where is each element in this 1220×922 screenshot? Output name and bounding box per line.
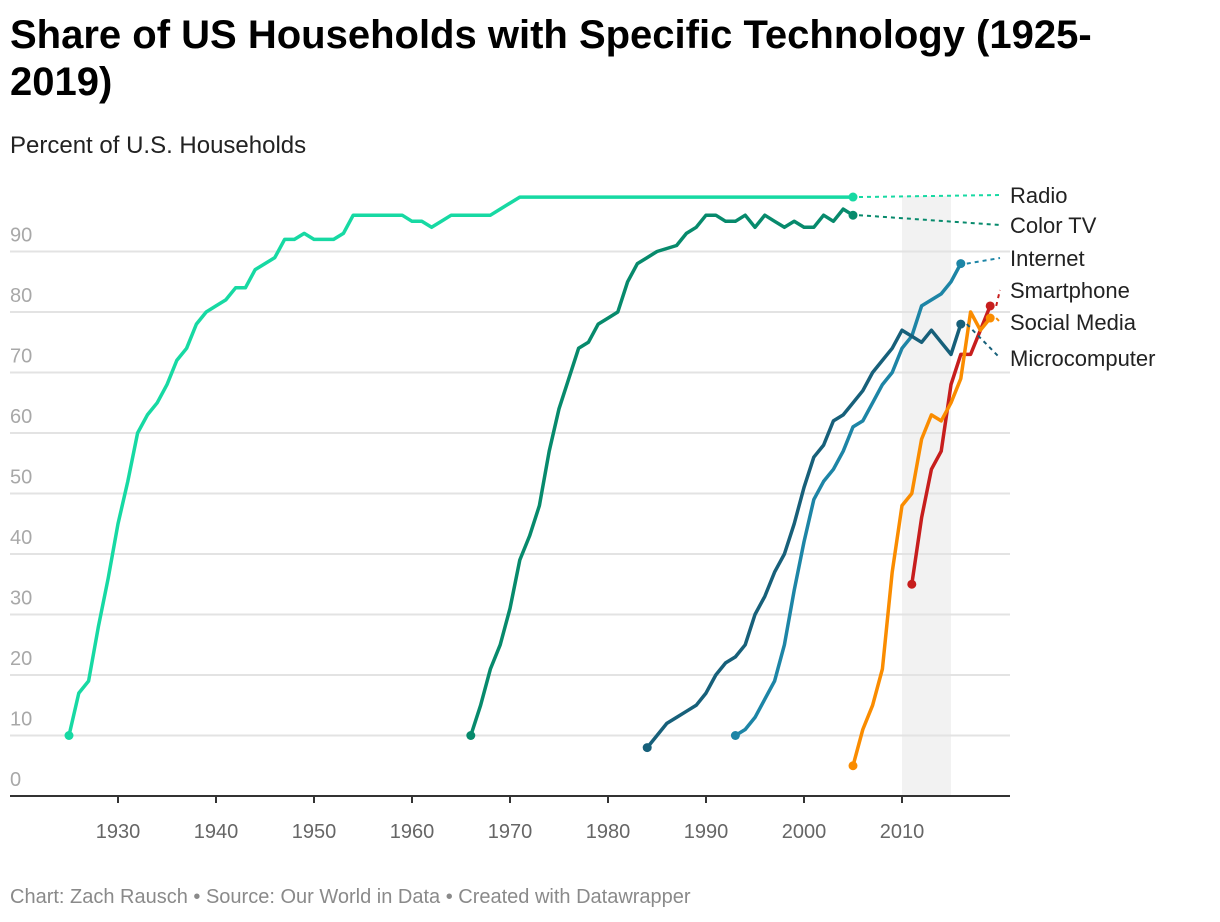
label-leader-line: [995, 289, 1001, 307]
series-start-point: [907, 579, 917, 589]
x-tick-label: 2000: [782, 821, 827, 843]
x-tick-label: 1960: [390, 821, 435, 843]
series-start-point: [848, 761, 858, 771]
x-tick-label: 1970: [488, 821, 533, 843]
x-tick-label: 1980: [586, 821, 631, 843]
y-tick-label: 50: [10, 467, 32, 489]
chart-title: Share of US Households with Specific Tec…: [10, 13, 1092, 104]
series-start-point: [466, 731, 476, 740]
series-line-internet: [734, 262, 963, 737]
series-line-smartphone: [910, 305, 992, 585]
x-tick-label: 1990: [684, 821, 729, 843]
y-tick-label: 40: [10, 527, 32, 549]
series-line-color-tv: [469, 207, 854, 737]
series-line-microcomputer: [645, 323, 963, 749]
x-tick-label: 1950: [292, 821, 337, 843]
y-tick-label: 80: [10, 285, 32, 307]
y-tick-label: 90: [10, 225, 32, 247]
series-label: Smartphone: [1010, 278, 1130, 303]
label-leader-line: [966, 257, 1001, 265]
series-start-point: [642, 743, 652, 753]
x-tick-label: 1940: [194, 821, 239, 843]
x-tick-label: 1930: [96, 821, 141, 843]
series-end-point: [985, 313, 995, 323]
label-leader-line: [995, 317, 1001, 323]
series-start-point: [64, 731, 74, 740]
x-tick-label: 2010: [880, 821, 925, 843]
series-end-point: [848, 210, 858, 220]
chart-subtitle: Percent of U.S. Households: [10, 132, 307, 159]
series-line-social-media: [851, 310, 992, 767]
y-tick-label: 20: [10, 648, 32, 670]
series-end-point: [985, 301, 995, 311]
y-tick-label: 0: [10, 769, 21, 791]
series-label: Social Media: [1010, 310, 1137, 335]
series-label: Internet: [1010, 246, 1085, 271]
series-end-point: [956, 259, 966, 269]
chart-footer: Chart: Zach Rausch • Source: Our World i…: [10, 886, 691, 908]
series-label: Microcomputer: [1010, 346, 1155, 371]
y-tick-label: 10: [10, 709, 32, 731]
y-tick-label: 70: [10, 346, 32, 368]
series-line-radio: [67, 195, 853, 736]
series-end-point: [848, 192, 858, 202]
series-label: Radio: [1010, 183, 1067, 208]
series-label: Color TV: [1010, 213, 1097, 238]
series-end-point: [956, 319, 966, 329]
series-start-point: [730, 731, 740, 740]
y-tick-label: 30: [10, 588, 32, 610]
y-tick-label: 60: [10, 406, 32, 428]
